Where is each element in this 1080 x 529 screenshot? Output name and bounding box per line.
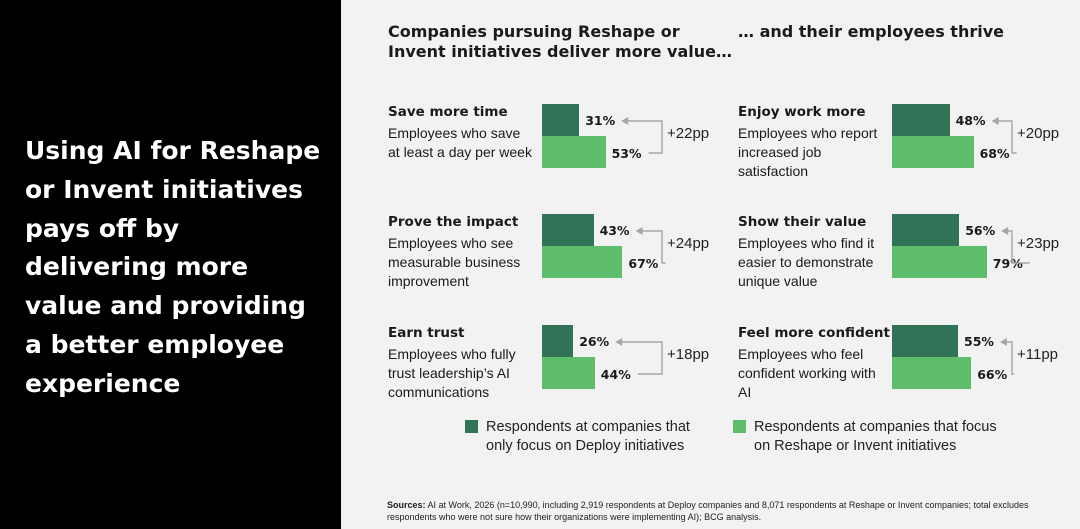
metric-description: Employees who see measurable business im… <box>388 235 521 289</box>
headline: Using AI for Reshape or Invent initiativ… <box>25 136 321 398</box>
metric-title: Prove the impact <box>388 214 519 230</box>
heading-right: … and their employees thrive <box>738 22 1004 41</box>
difference-label: +20pp <box>1017 125 1060 142</box>
heading-left: Companies pursuing Reshape or Invent ini… <box>388 22 732 61</box>
difference-arrow <box>635 227 666 264</box>
bar-reshape <box>542 357 595 389</box>
difference-arrow <box>621 117 663 154</box>
metric-panel: Earn trust Employees who fully trust lead… <box>388 325 728 425</box>
difference-label: +18pp <box>667 346 710 363</box>
difference-arrow <box>991 117 1017 154</box>
metric-panel: Show their value Employees who find it ea… <box>738 214 1078 314</box>
value-label-deploy: 26% <box>579 334 610 349</box>
metric-panel: Prove the impact Employees who see measur… <box>388 214 728 314</box>
metric-title: Feel more confident <box>738 325 890 341</box>
metric-panel: Save more time Employees who save at leas… <box>388 104 728 204</box>
sources-note: Sources: AI at Work, 2026 (n=10,990, inc… <box>387 499 1067 523</box>
sources-label: Sources: <box>387 500 426 510</box>
metric-panel: Enjoy work more Employees who report incr… <box>738 104 1078 204</box>
metric-title: Enjoy work more <box>738 104 866 120</box>
bar-reshape <box>892 136 974 168</box>
legend-swatch-deploy <box>465 420 478 433</box>
difference-arrow <box>1000 338 1015 375</box>
legend-swatch-reshape <box>733 420 746 433</box>
left-panel: Using AI for Reshape or Invent initiativ… <box>0 0 341 529</box>
bar-deploy <box>892 214 960 246</box>
value-label-deploy: 55% <box>964 334 994 349</box>
metric-title: Earn trust <box>388 325 465 341</box>
legend-label-deploy: Respondents at companies that only focus… <box>486 419 690 454</box>
metric-description: Employees who find it easier to demonstr… <box>738 235 875 289</box>
value-label-deploy: 56% <box>965 223 996 238</box>
value-label-reshape: 68% <box>979 146 1010 161</box>
bar-reshape <box>892 246 987 278</box>
difference-label: +11pp <box>1017 346 1059 363</box>
difference-label: +23pp <box>1017 235 1060 252</box>
bar-deploy <box>542 104 580 136</box>
difference-label: +22pp <box>667 125 710 142</box>
legend-label-reshape: Respondents at companies that focus on R… <box>754 419 997 454</box>
bar-deploy <box>892 325 958 357</box>
value-label-reshape: 66% <box>977 367 1008 382</box>
metric-title: Show their value <box>738 214 867 230</box>
metric-description: Employees who save at least a day per we… <box>388 125 532 160</box>
bar-deploy <box>542 214 594 246</box>
bar-deploy <box>892 104 950 136</box>
chart-area: Companies pursuing Reshape or Invent ini… <box>341 0 1080 529</box>
metric-description: Employees who feel confident working wit… <box>738 346 876 400</box>
bar-reshape <box>542 246 623 278</box>
value-label-deploy: 48% <box>955 113 986 128</box>
metric-description: Employees who report increased job satis… <box>738 125 878 179</box>
value-label-reshape: 44% <box>600 367 631 382</box>
value-label-deploy: 31% <box>585 113 616 128</box>
metric-description: Employees who fully trust leadership’s A… <box>388 346 516 400</box>
difference-arrow <box>1001 227 1030 264</box>
value-label-reshape: 79% <box>992 256 1023 271</box>
sources-text: AI at Work, 2026 (n=10,990, including 2,… <box>387 500 1029 522</box>
value-label-deploy: 43% <box>599 223 630 238</box>
metric-panel: Feel more confident Employees who feel co… <box>738 325 1078 425</box>
value-label-reshape: 67% <box>628 256 659 271</box>
metric-title: Save more time <box>388 104 508 120</box>
bar-reshape <box>542 136 606 168</box>
difference-arrow <box>615 338 663 375</box>
bar-reshape <box>892 357 972 389</box>
bar-deploy <box>542 325 574 357</box>
difference-label: +24pp <box>667 235 710 252</box>
value-label-reshape: 53% <box>611 146 642 161</box>
